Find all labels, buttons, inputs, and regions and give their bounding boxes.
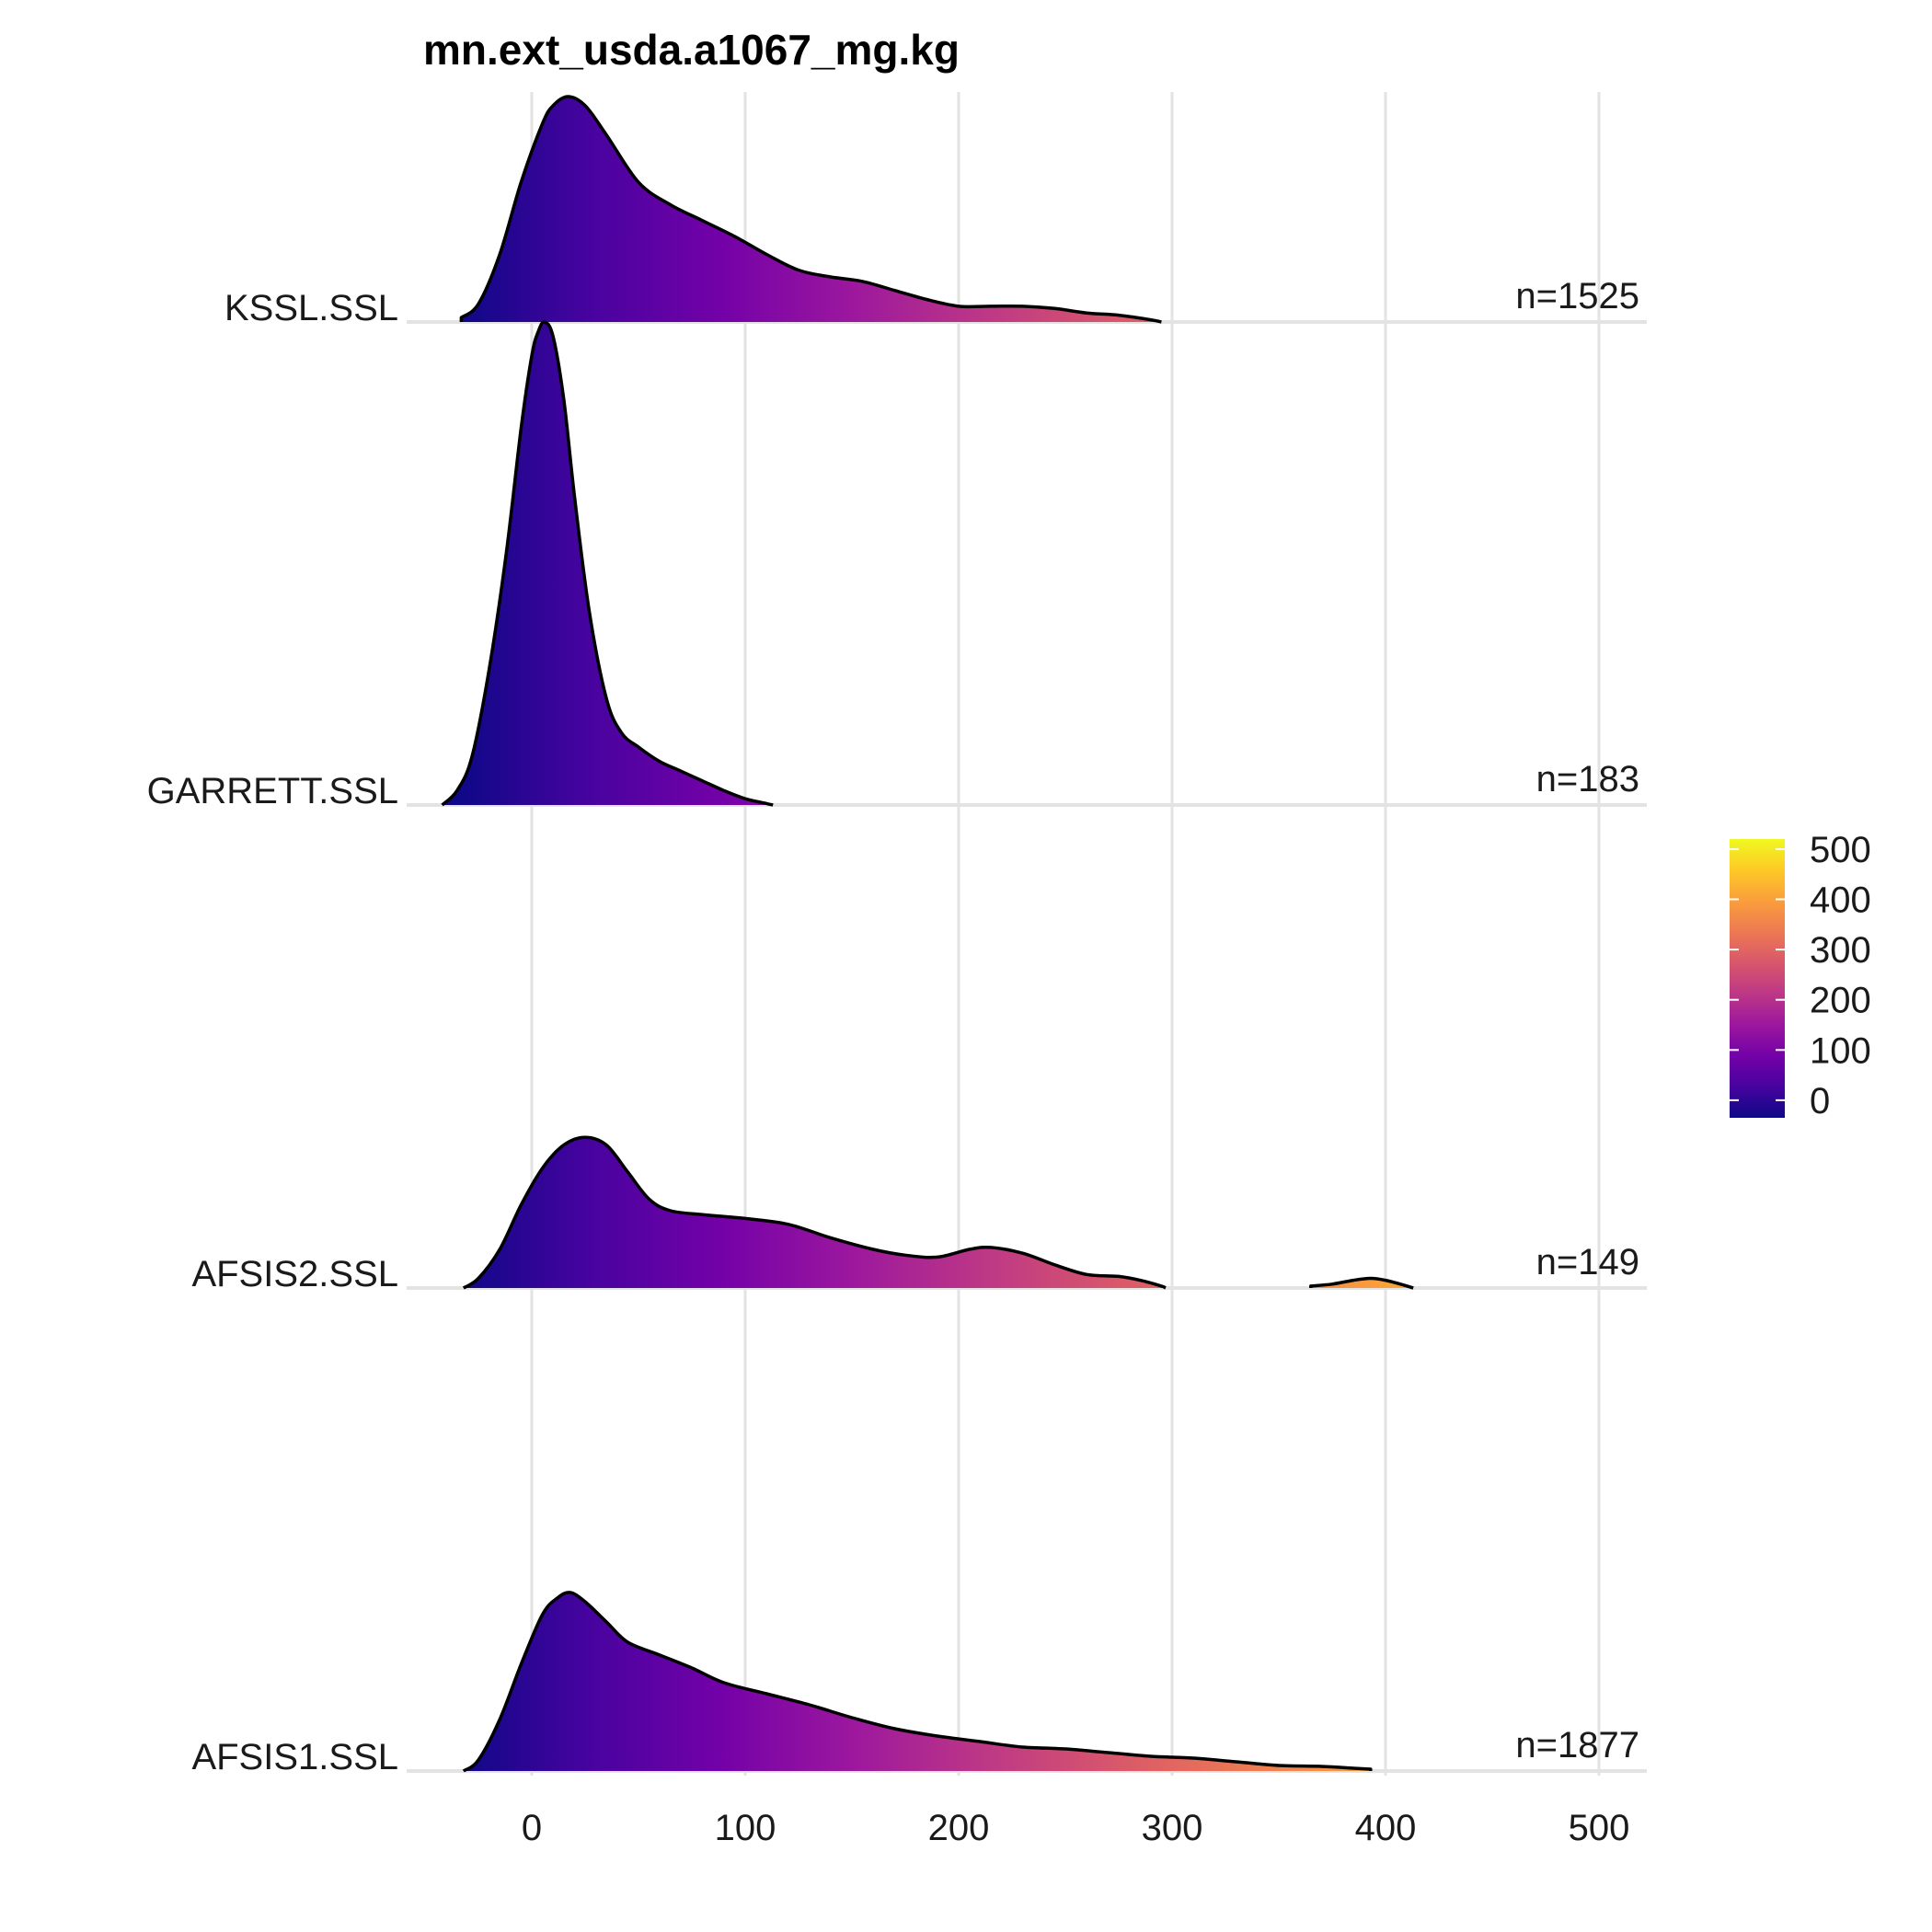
count-label: n=1525 — [1515, 276, 1639, 316]
colorbar-tick-label: 500 — [1810, 830, 1871, 870]
ridge-outline — [459, 95, 1162, 324]
x-tick-label: 300 — [1142, 1808, 1203, 1848]
colorbar-tick-label: 400 — [1810, 880, 1871, 921]
category-label: GARRETT.SSL — [147, 771, 398, 811]
ridge-outline — [1309, 1276, 1414, 1290]
x-tick-label: 100 — [715, 1808, 776, 1848]
ridges — [441, 95, 1414, 1773]
ridge-outline — [462, 1135, 1167, 1290]
ridge-afsis2-ssl — [462, 1135, 1414, 1290]
grid — [530, 92, 1601, 1776]
category-label: AFSIS2.SSL — [191, 1254, 398, 1294]
x-tick-label: 500 — [1569, 1808, 1630, 1848]
ridge-fill — [442, 321, 774, 805]
ridge-outline — [462, 1591, 1373, 1773]
count-labels: n=1525 n=183 n=149 n=1877 — [1515, 276, 1639, 1765]
ridge-fill — [463, 1137, 1166, 1288]
count-label: n=1877 — [1515, 1725, 1639, 1765]
category-label: KSSL.SSL — [224, 288, 398, 328]
colorbar-legend: 0 100 200 300 400 500 — [1730, 830, 1871, 1121]
colorbar-tick-label: 0 — [1810, 1081, 1830, 1121]
chart-title: mn.ext_usda.a1067_mg.kg — [423, 26, 960, 74]
x-tick-label: 0 — [522, 1808, 542, 1848]
x-axis-tick-labels: 0 100 200 300 400 500 — [522, 1808, 1630, 1848]
category-label: AFSIS1.SSL — [191, 1737, 398, 1777]
ridge-outline — [441, 320, 774, 807]
ridge-kssl-ssl — [459, 95, 1162, 324]
colorbar-tick-label: 200 — [1810, 981, 1871, 1021]
ridge-fill — [461, 97, 1162, 322]
count-label: n=183 — [1536, 759, 1639, 799]
count-label: n=149 — [1536, 1242, 1639, 1282]
colorbar-tick-label: 300 — [1810, 930, 1871, 971]
ridge-fill — [463, 1592, 1371, 1771]
colorbar-tick-label: 100 — [1810, 1030, 1871, 1071]
colorbar — [1730, 839, 1785, 1118]
ridge-baselines — [407, 320, 1647, 1773]
x-tick-label: 200 — [928, 1808, 990, 1848]
x-tick-label: 400 — [1355, 1808, 1417, 1848]
category-labels: KSSL.SSL GARRETT.SSL AFSIS2.SSL AFSIS1.SSL — [147, 288, 398, 1777]
ridge-afsis1-ssl — [462, 1591, 1373, 1773]
ridge-garrett-ssl — [441, 320, 774, 807]
